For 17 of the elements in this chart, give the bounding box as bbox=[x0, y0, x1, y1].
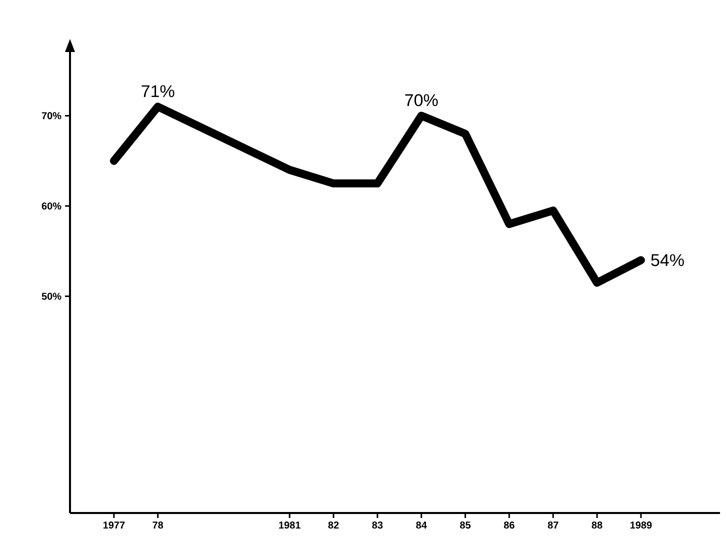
x-tick-label: 1989 bbox=[630, 522, 652, 529]
y-tick-label: 70% bbox=[42, 112, 62, 120]
x-tick-label: 86 bbox=[504, 522, 514, 529]
x-tick-label: 85 bbox=[460, 522, 471, 529]
data-label: 70% bbox=[405, 94, 438, 106]
x-tick-label: 88 bbox=[592, 522, 602, 529]
x-tick-label: 1977 bbox=[103, 522, 125, 529]
x-tick-label: 78 bbox=[152, 522, 164, 529]
x-tick-label: 84 bbox=[416, 522, 427, 529]
x-tick-label: 83 bbox=[372, 522, 383, 529]
x-tick-label: 87 bbox=[548, 522, 558, 529]
x-tick-label: 82 bbox=[328, 522, 339, 529]
data-label: 54% bbox=[651, 254, 684, 266]
x-tick-label: 1981 bbox=[279, 522, 300, 529]
y-tick-label: 50% bbox=[42, 292, 62, 300]
data-label: 71% bbox=[142, 85, 174, 98]
y-tick-label: 60% bbox=[42, 202, 62, 210]
